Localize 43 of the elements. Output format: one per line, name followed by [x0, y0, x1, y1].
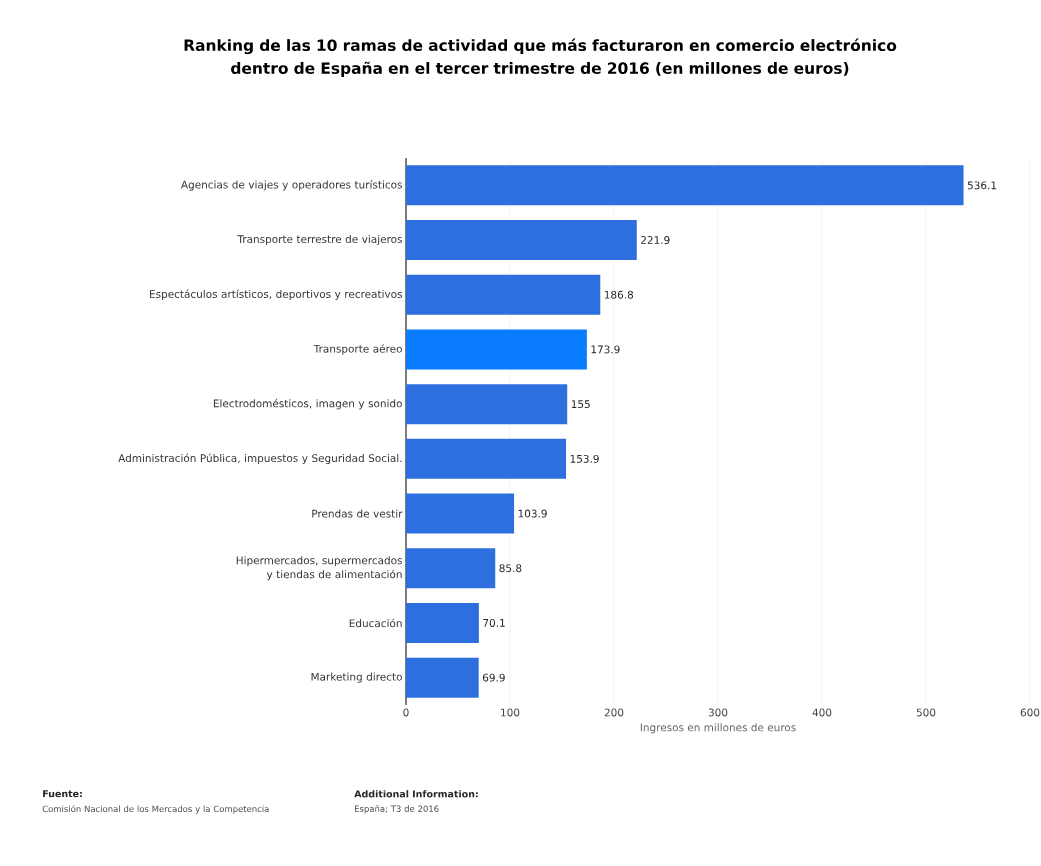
bar	[406, 274, 601, 315]
x-axis-title: Ingresos en millones de euros	[640, 723, 796, 734]
bar	[406, 329, 587, 370]
x-tick-label: 500	[916, 708, 936, 717]
chart-title: Ranking de las 10 ramas de actividad que más facturaron en comercio electrónico dentro de España en el tercer trimestre de 2016 (en millones de euros)	[184, 38, 897, 77]
source-note: Fuente:	[43, 790, 82, 798]
x-tick-label: 400	[812, 708, 832, 717]
data-label: 221.9	[641, 236, 670, 244]
bar	[406, 602, 479, 643]
data-label: 85.8	[499, 564, 522, 573]
y-tick-label: Transporte terrestre de viajeros	[237, 234, 402, 246]
y-tick-label: Educación	[349, 618, 402, 628]
x-tick-label: 0	[403, 708, 409, 717]
bar	[406, 657, 479, 698]
data-label: 536.1	[967, 181, 997, 190]
y-tick-label: Electrodomésticos, imagen y sonido	[213, 398, 402, 410]
data-label: 70.1	[483, 618, 505, 627]
y-tick-label: Espectáculos artísticos, deportivos y recreativos	[150, 289, 403, 300]
bar	[406, 384, 568, 425]
text: España; T3 de 2016	[355, 805, 439, 814]
y-tick-label: Hipermercados, supermercados y tiendas de alimentación	[236, 556, 402, 581]
bar	[406, 438, 567, 479]
text: Comisión Nacional de los Mercados y la Competencia	[42, 805, 269, 814]
bar	[406, 165, 964, 206]
data-label: 173.9	[591, 345, 620, 354]
data-label: 103.9	[518, 509, 547, 518]
bar	[406, 548, 496, 589]
bar	[406, 493, 515, 534]
text: Additional Information:	[354, 790, 478, 798]
x-tick-label: 100	[501, 708, 520, 717]
data-label: 186.8	[604, 290, 634, 299]
x-tick-label: 600	[1020, 708, 1040, 717]
y-tick-label: Administración Pública, impuestos y Seguridad Social.	[118, 453, 402, 465]
y-tick-label: Marketing directo	[311, 672, 402, 683]
y-tick-label: Prendas de vestir	[312, 509, 403, 518]
y-tick-label: Transporte aéreo	[313, 344, 402, 355]
data-label: 155	[571, 400, 590, 409]
x-tick-label: 300	[708, 708, 728, 717]
data-label: 69.9	[482, 673, 505, 682]
y-tick-label: Agencias de viajes y operadores turísticos	[181, 180, 402, 191]
x-tick-label: 200	[604, 708, 624, 717]
data-label: 153.9	[570, 454, 599, 463]
bar	[406, 220, 637, 261]
